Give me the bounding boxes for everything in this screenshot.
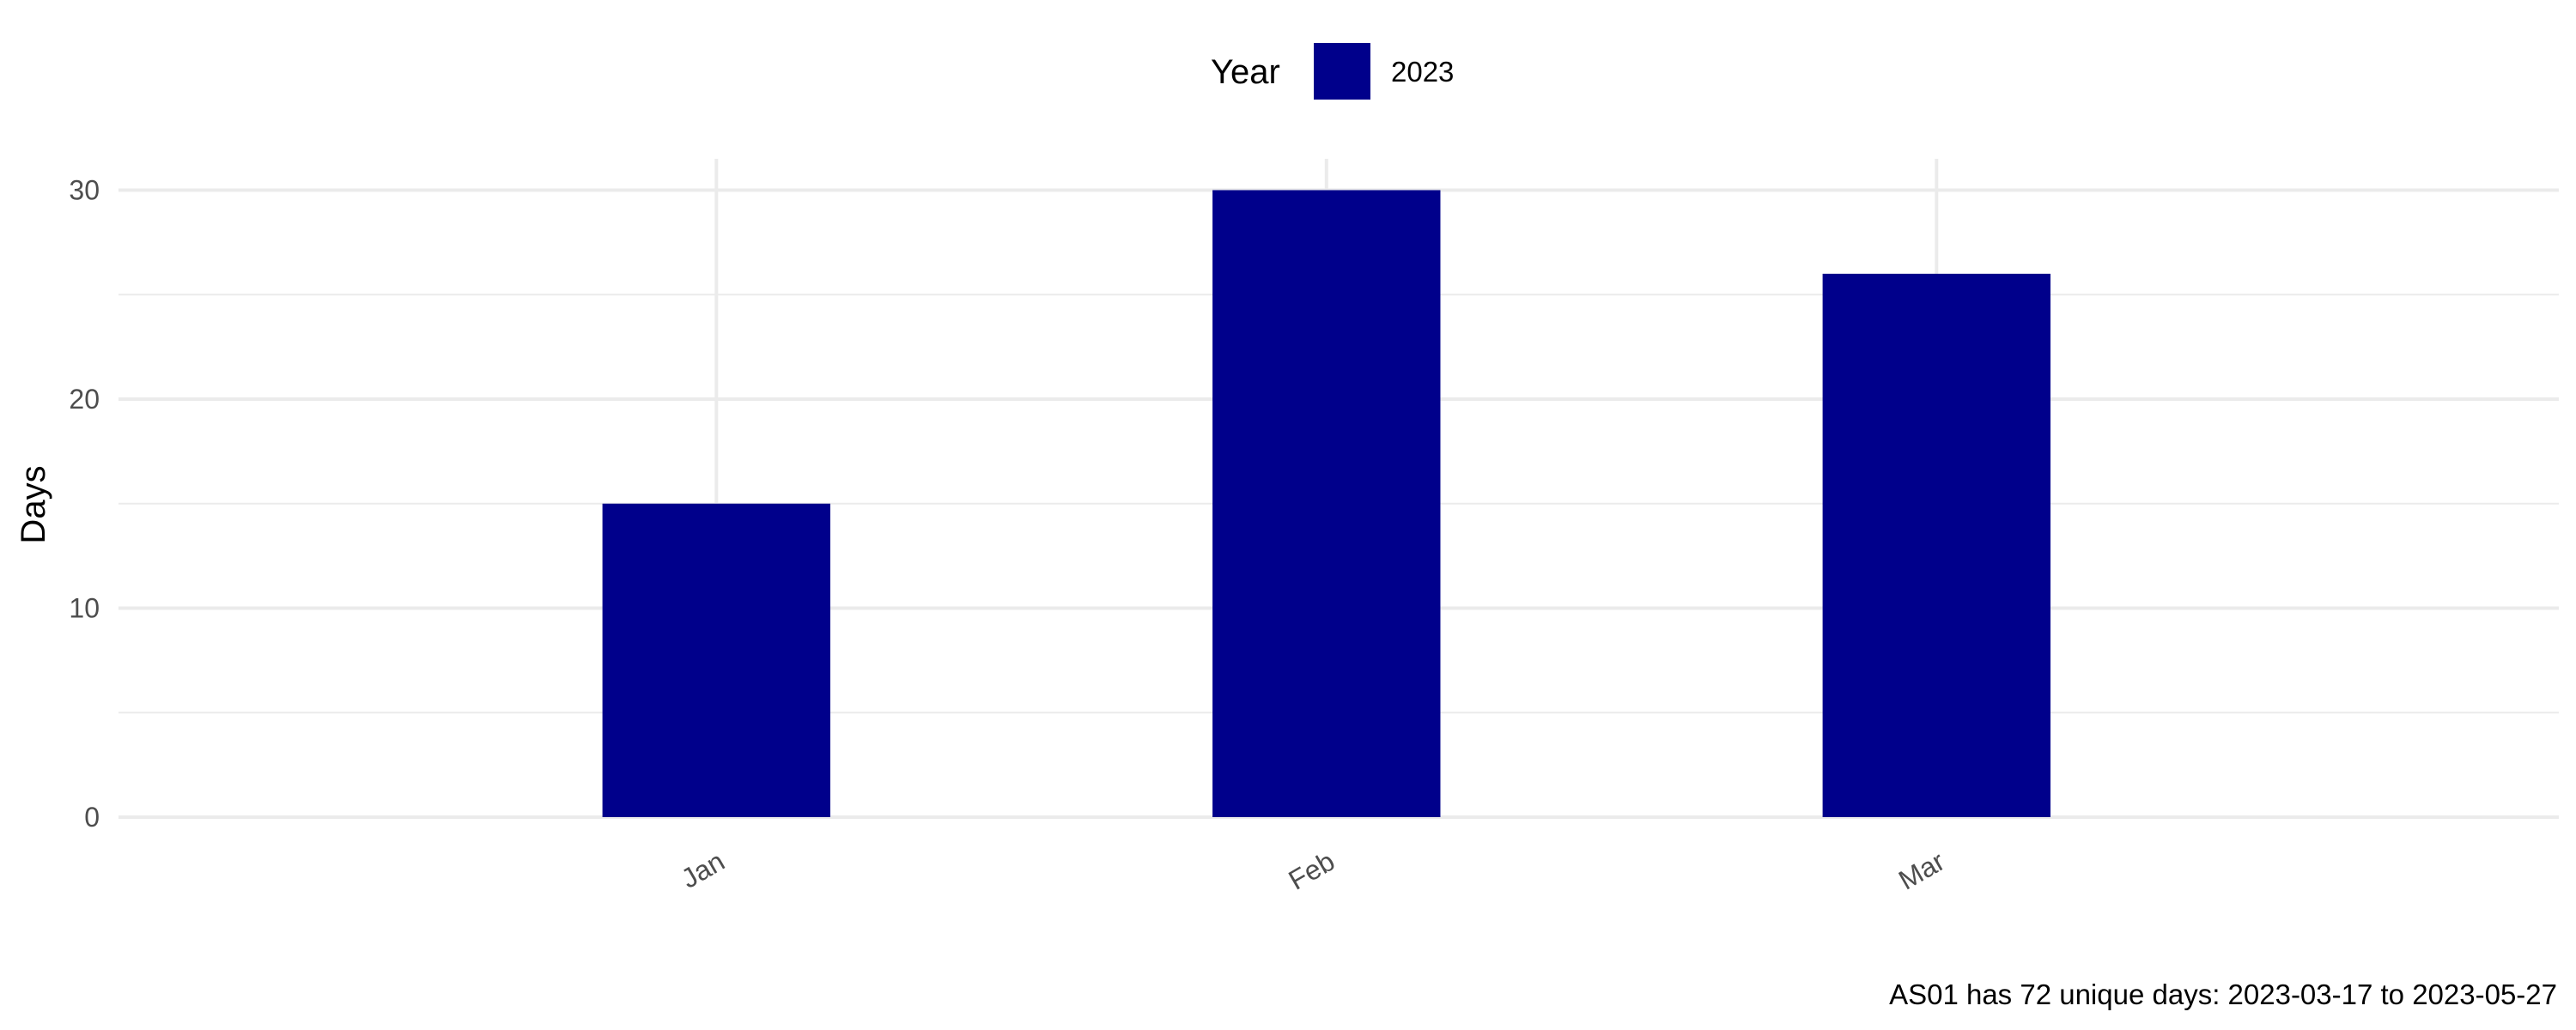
legend-label-2023: 2023 [1391, 56, 1454, 88]
x-tick-label-mar: Mar [1893, 845, 1950, 896]
bar-jan [602, 503, 830, 817]
bars [602, 190, 2050, 817]
y-tick-label: 0 [84, 802, 100, 833]
legend-key-2023 [1314, 43, 1370, 100]
x-tick-label-jan: Jan [676, 845, 730, 894]
legend-title: Year [1211, 53, 1280, 91]
y-tick-label: 30 [69, 175, 100, 206]
y-axis-title: Days [15, 465, 52, 543]
legend: Year 2023 [1211, 43, 1454, 100]
y-tick-label: 10 [69, 593, 100, 624]
x-tick-label-feb: Feb [1284, 845, 1340, 896]
y-axis-ticks: 0 10 20 30 [69, 175, 100, 833]
y-tick-label: 20 [69, 384, 100, 415]
x-axis-ticks: Jan Feb Mar [676, 845, 1950, 896]
bar-feb [1212, 190, 1441, 817]
bar-mar [1822, 273, 2050, 817]
chart-caption: AS01 has 72 unique days: 2023-03-17 to 2… [1889, 978, 2557, 1010]
